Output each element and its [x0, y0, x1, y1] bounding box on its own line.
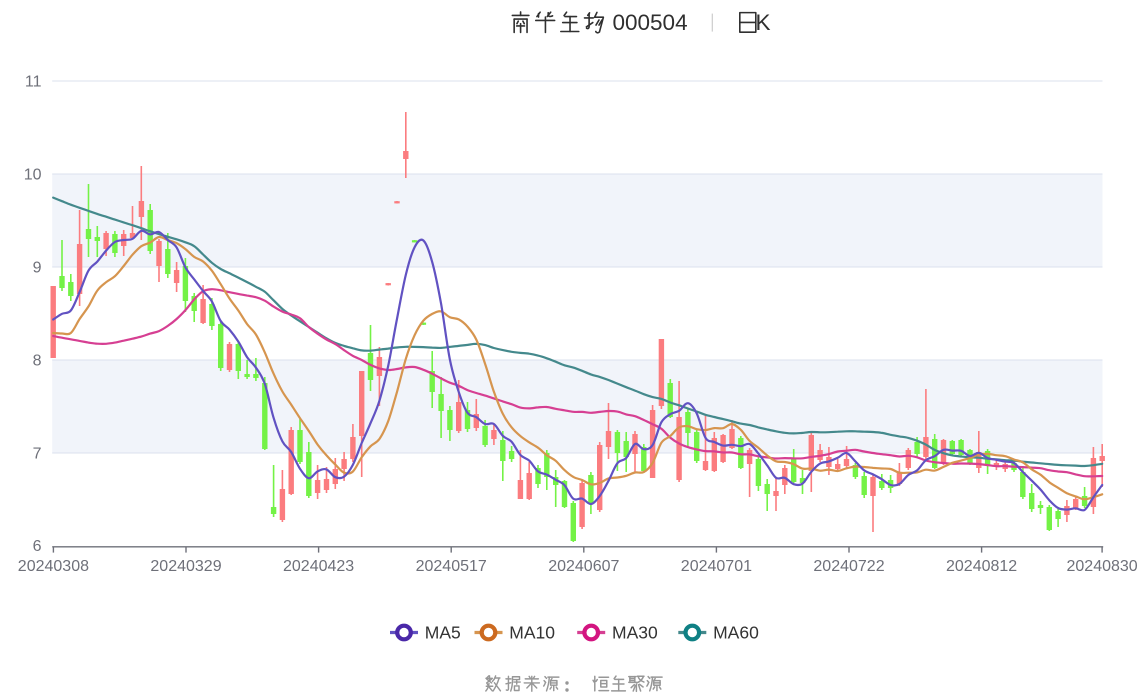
svg-text:11: 11 [25, 74, 42, 91]
svg-text:MA10: MA10 [509, 623, 555, 643]
svg-text:20240517: 20240517 [416, 558, 487, 575]
svg-text:20240722: 20240722 [813, 558, 884, 575]
svg-text:6: 6 [33, 538, 42, 555]
svg-text:20240830: 20240830 [1067, 558, 1138, 575]
svg-text:20240607: 20240607 [548, 558, 619, 575]
svg-text:000504: 000504 [613, 10, 688, 35]
svg-text:MA60: MA60 [713, 623, 759, 643]
svg-text:MA5: MA5 [425, 623, 461, 643]
svg-text:8: 8 [33, 353, 42, 370]
svg-text:20240812: 20240812 [946, 558, 1017, 575]
svg-text:20240329: 20240329 [150, 558, 221, 575]
svg-text:MA30: MA30 [612, 623, 658, 643]
svg-text:9: 9 [33, 260, 42, 277]
svg-text:K: K [756, 10, 771, 35]
svg-text:20240701: 20240701 [681, 558, 752, 575]
svg-text:20240308: 20240308 [18, 558, 89, 575]
svg-text:20240423: 20240423 [283, 558, 354, 575]
svg-text:10: 10 [24, 167, 42, 184]
svg-text:7: 7 [33, 446, 42, 463]
